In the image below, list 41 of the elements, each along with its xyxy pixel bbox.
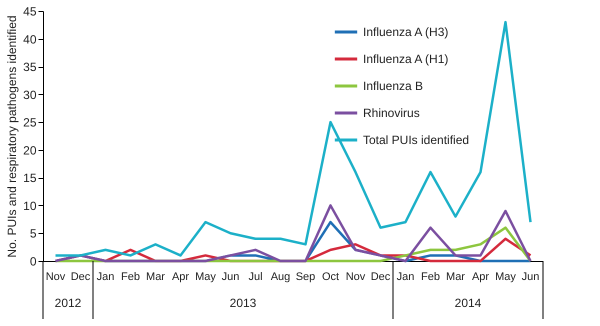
x-tick-label: Mar bbox=[146, 271, 166, 283]
x-tick-label: Mar bbox=[446, 271, 466, 283]
x-tick-label: Aug bbox=[270, 271, 290, 283]
x-tick-label: Nov bbox=[346, 271, 366, 283]
x-tick-label: Jan bbox=[396, 271, 414, 283]
y-tick-label: 10 bbox=[23, 198, 37, 213]
legend-label: Influenza A (H3) bbox=[363, 25, 448, 39]
y-tick-label: 0 bbox=[30, 254, 37, 268]
y-tick-label: 20 bbox=[23, 143, 37, 158]
x-tick-label: Sep bbox=[296, 271, 316, 283]
text: 2013 bbox=[230, 296, 257, 310]
x-tick-label: Jun bbox=[522, 271, 540, 283]
x-tick-label: Oct bbox=[322, 271, 340, 283]
x-tick-label: Dec bbox=[370, 271, 391, 283]
x-tick-label: Feb bbox=[421, 271, 440, 283]
y-tick-label: 35 bbox=[23, 60, 37, 74]
y-tick-label: 30 bbox=[23, 88, 37, 102]
y-tick-label: 25 bbox=[23, 116, 37, 130]
x-tick-label: May bbox=[495, 271, 516, 283]
line-series bbox=[54, 20, 532, 257]
legend-label: Influenza A (H1) bbox=[363, 52, 448, 66]
x-tick-label: Apr bbox=[172, 271, 190, 283]
y-tick-label: 15 bbox=[23, 171, 37, 186]
y-tick-label: 5 bbox=[30, 226, 37, 241]
text: 2012 bbox=[54, 296, 82, 310]
x-tick-label: May bbox=[195, 271, 216, 283]
line-series bbox=[54, 204, 532, 262]
x-tick-label: Nov bbox=[46, 271, 66, 283]
x-tick-label: Jun bbox=[222, 271, 240, 283]
y-axis-title: No. PUIs and respiratory pathogens identified bbox=[5, 15, 20, 258]
x-tick-label: Feb bbox=[121, 271, 140, 283]
legend-label: Total PUIs identified bbox=[363, 133, 470, 147]
x-tick-label: Jan bbox=[96, 271, 114, 283]
x-tick-label: Jul bbox=[248, 271, 263, 283]
y-tick-label: 40 bbox=[23, 32, 37, 46]
text: 2014 bbox=[454, 296, 482, 310]
y-tick-label: 45 bbox=[23, 4, 37, 18]
x-tick-label: Apr bbox=[472, 271, 490, 283]
x-tick-label: Dec bbox=[70, 271, 91, 283]
legend-label: Influenza B bbox=[363, 79, 424, 93]
legend-label: Rhinovirus bbox=[363, 106, 420, 120]
